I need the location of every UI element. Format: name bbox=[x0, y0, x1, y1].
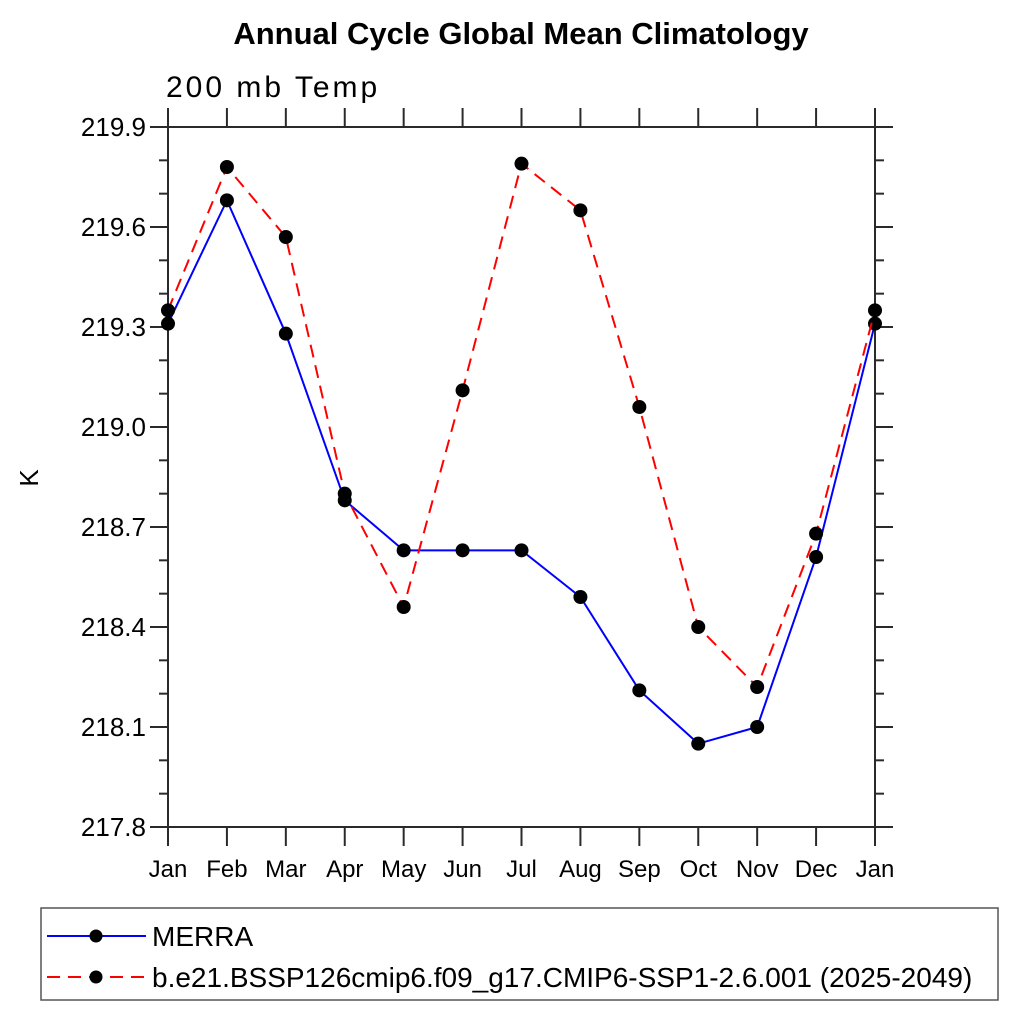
y-tick-label: 217.8 bbox=[81, 812, 146, 842]
axes-layer: 217.8 218.1 218.4 218.7 219.0 219.3 219.6 219.9… bbox=[81, 108, 894, 883]
data-point-marker bbox=[161, 316, 175, 331]
data-point-marker bbox=[396, 600, 411, 614]
data-point-marker bbox=[219, 193, 234, 208]
data-point-marker bbox=[632, 683, 647, 698]
y-tick-label: 219.3 bbox=[81, 312, 146, 342]
x-tick-label: Jul bbox=[506, 856, 537, 883]
legend-box bbox=[40, 907, 999, 1001]
legend-marker-1 bbox=[89, 970, 103, 984]
data-point-marker bbox=[278, 230, 293, 244]
x-tick-label: Apr bbox=[326, 856, 363, 883]
series-line-0 bbox=[167, 197, 876, 745]
data-point-marker bbox=[455, 543, 470, 558]
legend-label-0: MERRA bbox=[152, 921, 253, 952]
y-tick-label: 219.9 bbox=[81, 112, 146, 142]
data-point-marker bbox=[455, 383, 470, 398]
x-tick-label: Nov bbox=[736, 856, 779, 883]
data-point-marker bbox=[632, 400, 647, 414]
data-point-marker bbox=[161, 303, 175, 318]
y-tick-label: 218.4 bbox=[81, 612, 146, 642]
y-tick-label: 219.6 bbox=[81, 212, 146, 242]
data-point-marker bbox=[809, 526, 824, 541]
chart-subtitle: 200 mb Temp bbox=[166, 71, 380, 104]
data-point-marker bbox=[219, 160, 234, 174]
data-point-marker bbox=[514, 543, 529, 558]
data-point-marker bbox=[278, 326, 293, 341]
plot-border bbox=[167, 126, 876, 828]
legend-marker-0 bbox=[89, 929, 103, 943]
data-point-marker bbox=[337, 486, 352, 501]
data-point-marker bbox=[396, 543, 411, 558]
x-tick-label: Jan bbox=[149, 856, 188, 883]
x-tick-label: May bbox=[381, 856, 426, 883]
legend-label-1: b.e21.BSSP126cmip6.f09_g17.CMIP6-SSP1-2.… bbox=[152, 962, 972, 993]
x-tick-label: Jun bbox=[443, 856, 482, 883]
x-tick-label: Aug bbox=[559, 856, 602, 883]
data-point-marker bbox=[750, 680, 765, 694]
y-tick-label: 219.0 bbox=[81, 412, 146, 442]
data-point-marker bbox=[750, 720, 765, 734]
data-point-marker bbox=[868, 303, 882, 318]
x-tick-label: Sep bbox=[618, 856, 661, 883]
x-tick-label: Mar bbox=[265, 856, 306, 883]
data-point-marker bbox=[691, 620, 706, 634]
legend: MERRA b.e21.BSSP126cmip6.f09_g17.CMIP6-SS… bbox=[40, 907, 999, 1001]
data-point-marker bbox=[809, 550, 824, 564]
x-tick-label: Jan bbox=[856, 856, 895, 883]
x-tick-label: Feb bbox=[206, 856, 247, 883]
data-point-marker bbox=[514, 156, 529, 171]
x-tick-label: Dec bbox=[795, 856, 838, 883]
x-tick-label: Oct bbox=[680, 856, 718, 883]
data-point-marker bbox=[573, 590, 588, 604]
y-tick-label: 218.7 bbox=[81, 512, 146, 542]
chart-title: Annual Cycle Global Mean Climatology bbox=[233, 16, 809, 51]
y-tick-label: 218.1 bbox=[81, 712, 146, 742]
y-axis-label: K bbox=[14, 469, 44, 487]
series-layer bbox=[161, 156, 882, 751]
data-point-marker bbox=[691, 736, 706, 751]
series-line-1 bbox=[167, 161, 876, 689]
data-point-marker bbox=[573, 203, 588, 218]
